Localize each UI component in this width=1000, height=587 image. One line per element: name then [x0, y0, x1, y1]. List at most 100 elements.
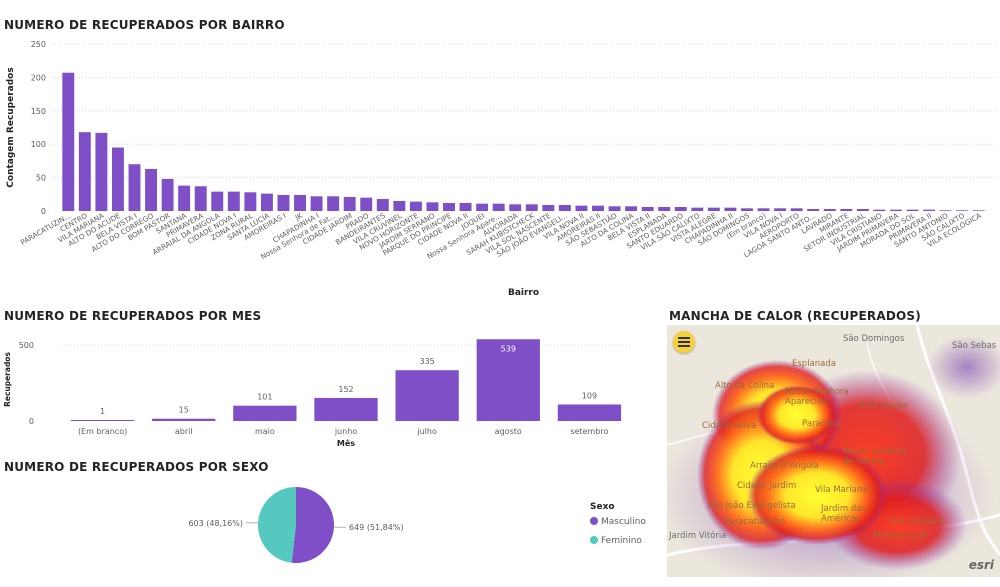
bar[interactable]: [790, 208, 803, 211]
bar[interactable]: [575, 205, 588, 211]
bar[interactable]: [774, 208, 787, 211]
y-tick-label: 0: [29, 417, 34, 426]
bar[interactable]: [376, 198, 389, 211]
bar[interactable]: [658, 206, 671, 211]
legend-marker[interactable]: [590, 536, 598, 544]
bar[interactable]: [314, 397, 378, 421]
y-tick-label: 200: [31, 73, 46, 82]
bar[interactable]: [310, 196, 323, 211]
data-label: 109: [582, 391, 597, 400]
bar[interactable]: [244, 192, 257, 211]
bar[interactable]: [707, 207, 720, 211]
bar[interactable]: [152, 418, 216, 421]
bar[interactable]: [227, 191, 240, 211]
map-label: Vila Mariana: [815, 485, 868, 495]
bar[interactable]: [178, 185, 191, 211]
bar[interactable]: [233, 405, 297, 421]
bar[interactable]: [70, 420, 135, 421]
x-tick-label: setembro: [570, 427, 608, 436]
legend-title: Sexo: [590, 502, 615, 512]
bar[interactable]: [360, 197, 373, 211]
bar[interactable]: [78, 132, 91, 211]
bar[interactable]: [608, 206, 621, 211]
bar[interactable]: [724, 207, 737, 211]
bar[interactable]: [476, 203, 489, 211]
bar[interactable]: [393, 200, 406, 211]
y-tick-label: 100: [31, 140, 46, 149]
bar[interactable]: [873, 209, 886, 211]
bar[interactable]: [395, 370, 459, 421]
bar[interactable]: [194, 186, 207, 211]
map-label: São João Evangelista: [707, 501, 796, 511]
data-label: 649 (51,84%): [349, 523, 404, 532]
x-tick-label: junho: [334, 427, 357, 436]
x-axis-title: Bairro: [508, 288, 539, 298]
bar[interactable]: [211, 191, 224, 211]
bar[interactable]: [459, 202, 472, 211]
pie-slice[interactable]: [291, 487, 335, 563]
x-tick-label: (Em branco): [78, 427, 127, 436]
bar[interactable]: [956, 210, 969, 211]
bar[interactable]: [557, 404, 622, 421]
bar[interactable]: [525, 204, 538, 211]
bar[interactable]: [807, 208, 820, 211]
sexo-pie-chart[interactable]: 649 (51,84%) 603 (48,16%) Sexo Masculino Fem…: [0, 475, 660, 585]
data-label: 15: [179, 406, 189, 415]
bar[interactable]: [343, 196, 356, 211]
heat-map[interactable]: São Domingos São Sebas Esplanada Alto da…: [667, 325, 1000, 577]
bar[interactable]: [889, 209, 902, 211]
mes-bar-chart[interactable]: 0 500 1 (Em branco) 15 abril 101 maio 152 junho 33…: [0, 300, 660, 450]
x-tick-label: JK: [293, 211, 305, 223]
bar[interactable]: [476, 339, 540, 421]
bar[interactable]: [840, 208, 853, 211]
bar[interactable]: [95, 132, 108, 211]
x-axis-title: Mês: [337, 438, 355, 448]
bar[interactable]: [542, 204, 555, 211]
map-label: Jardim Vitória: [669, 531, 727, 541]
legend-label: Masculino: [601, 517, 646, 527]
bar[interactable]: [691, 207, 704, 211]
bar[interactable]: [409, 201, 422, 211]
bar[interactable]: [145, 168, 158, 211]
bar[interactable]: [509, 204, 522, 211]
bar[interactable]: [443, 202, 455, 211]
y-axis-title: Recuperados: [3, 352, 12, 407]
bar[interactable]: [558, 204, 571, 211]
bar[interactable]: [741, 208, 753, 211]
bar[interactable]: [923, 209, 936, 211]
x-tick-label: agosto: [495, 427, 522, 436]
bar[interactable]: [128, 164, 141, 211]
y-tick-label: 0: [41, 207, 46, 216]
bar[interactable]: [939, 210, 952, 211]
bar[interactable]: [277, 194, 290, 211]
y-tick-label: 500: [19, 341, 34, 350]
bar[interactable]: [260, 193, 273, 211]
bairro-bar-chart[interactable]: 050100150200250PARACATUZIN...CENTROVILA …: [0, 0, 1000, 300]
bar[interactable]: [674, 206, 687, 211]
bar[interactable]: [823, 208, 836, 211]
pie-slice[interactable]: [258, 487, 296, 563]
bar[interactable]: [111, 147, 124, 211]
bar[interactable]: [757, 208, 770, 211]
legend-marker[interactable]: [590, 517, 598, 525]
bar[interactable]: [592, 205, 604, 211]
x-tick-label: abril: [175, 427, 193, 436]
map-label: Esplanada: [792, 359, 836, 369]
data-label: 603 (48,16%): [188, 519, 243, 528]
bar[interactable]: [62, 72, 75, 211]
bar[interactable]: [856, 208, 869, 211]
bar[interactable]: [294, 194, 306, 211]
bar[interactable]: [906, 209, 919, 211]
bar[interactable]: [972, 210, 985, 211]
bar[interactable]: [327, 196, 340, 211]
bar[interactable]: [161, 178, 174, 211]
bar[interactable]: [625, 206, 638, 211]
bar[interactable]: [641, 206, 654, 211]
bar[interactable]: [492, 203, 505, 211]
esri-logo: esri: [968, 558, 994, 572]
hamburger-menu-icon[interactable]: [673, 331, 695, 353]
map-label: Arraial D'Angola: [750, 461, 819, 471]
bar[interactable]: [426, 202, 439, 211]
map-label: Cidade Jardim: [737, 481, 797, 491]
data-label: 152: [338, 385, 353, 394]
